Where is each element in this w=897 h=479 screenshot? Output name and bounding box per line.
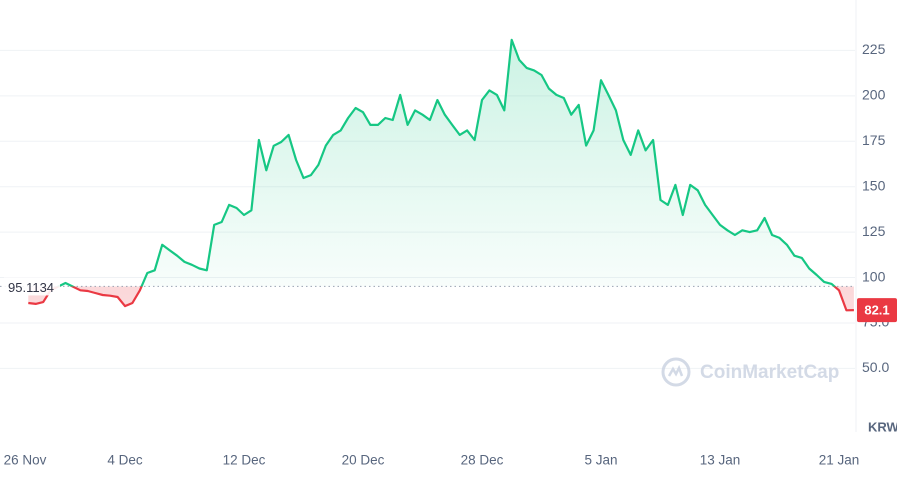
last-value-badge xyxy=(857,298,897,323)
y-tick-label: 175 xyxy=(862,132,886,148)
y-tick-label: 100 xyxy=(862,268,886,284)
x-tick-label: 21 Jan xyxy=(819,453,860,468)
y-tick-label: 200 xyxy=(862,87,886,103)
y-tick-label: 125 xyxy=(862,223,886,239)
x-tick-label: 12 Dec xyxy=(223,453,266,468)
last-value-label: 82.1 xyxy=(864,303,889,318)
watermark: CoinMarketCap xyxy=(661,357,839,387)
reference-label-bg xyxy=(4,277,60,296)
x-tick-label: 28 Dec xyxy=(461,453,504,468)
watermark-text: CoinMarketCap xyxy=(700,362,839,383)
price-area xyxy=(28,39,854,311)
x-tick-label: 5 Jan xyxy=(584,453,617,468)
reference-label: 95.1134 xyxy=(8,280,54,295)
x-tick-label: 13 Jan xyxy=(700,453,741,468)
y-tick-label: 225 xyxy=(862,41,886,57)
x-tick-label: 4 Dec xyxy=(107,453,143,468)
x-tick-label: 20 Dec xyxy=(342,453,385,468)
y-tick-label: 50.0 xyxy=(862,359,889,375)
currency-label: KRW xyxy=(868,419,897,434)
y-tick-label: 150 xyxy=(862,177,886,193)
price-line xyxy=(28,38,854,312)
x-tick-label: 26 Nov xyxy=(4,453,47,468)
